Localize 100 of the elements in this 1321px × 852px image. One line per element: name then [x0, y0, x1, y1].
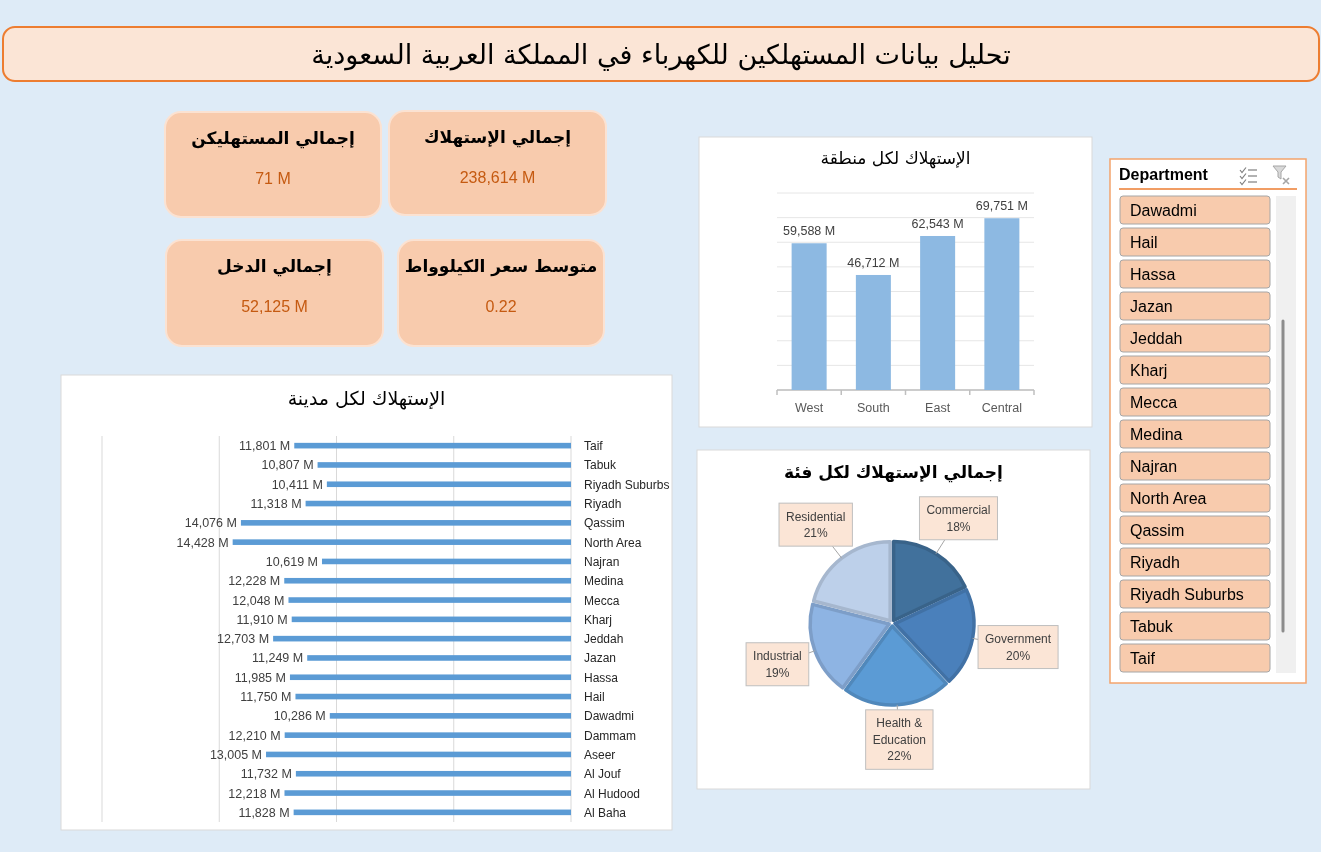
data-label: 11,249 M	[252, 651, 304, 666]
data-label: 13,005 M	[209, 747, 263, 762]
text: Jazan	[1130, 298, 1173, 315]
x-tick-label: West	[795, 401, 824, 415]
data-label: 11,910 M	[236, 612, 288, 627]
slice-label: Residential	[786, 509, 846, 524]
text: إجمالي الدخل	[217, 256, 332, 277]
bar	[307, 655, 571, 661]
data-label: 22%	[887, 749, 912, 764]
y-tick-label: Hail	[584, 690, 605, 705]
text: Najran	[1130, 458, 1178, 475]
y-tick-label: North Area	[584, 535, 642, 550]
data-label: 11,732 M	[240, 767, 292, 782]
data-label: 10,619 M	[265, 554, 318, 569]
y-tick-label: Riyadh Suburbs	[584, 477, 670, 492]
data-label: 12,218 M	[228, 786, 281, 801]
bar	[920, 235, 956, 390]
chart-title: إجمالي الإستهلاك لكل فئة	[784, 462, 1003, 483]
text: Riyadh Suburbs	[1130, 586, 1244, 603]
text: إجمالي المستهليكن	[191, 128, 355, 149]
y-tick-label: Taif	[584, 439, 604, 454]
y-tick-label: Al Jouf	[584, 767, 622, 782]
text: Kharj	[1130, 362, 1168, 379]
data-label: 20%	[1006, 648, 1031, 663]
bar	[295, 770, 571, 777]
bar	[284, 732, 571, 738]
bar	[317, 462, 571, 468]
pie-slice	[811, 539, 892, 623]
y-tick-label: Qassim	[584, 516, 625, 531]
text: 238,614 M	[459, 169, 536, 186]
data-label: 59,588 M	[783, 224, 836, 239]
data-label: 11,318 M	[250, 497, 302, 512]
slice-label: Commercial	[926, 503, 991, 518]
text: تحليل بيانات المستهلكين للكهرباء في المملكة العربية السعودية	[311, 39, 1011, 71]
data-label: 14,076 M	[184, 516, 237, 531]
text: Dawadmi	[1130, 202, 1197, 219]
text: متوسط سعر الكيلوواط	[404, 256, 598, 277]
y-tick-label: Riyadh	[584, 497, 622, 512]
x-tick-label: East	[925, 401, 951, 415]
text: Hassa	[1130, 266, 1176, 283]
data-label: 11,750 M	[240, 690, 292, 705]
text: Hail	[1130, 234, 1158, 251]
text: Riyadh	[1130, 554, 1180, 571]
data-label: 11,801 M	[239, 439, 291, 454]
text: Medina	[1130, 426, 1183, 443]
data-label: 11,985 M	[234, 670, 286, 685]
text: 71 M	[255, 170, 291, 187]
data-label: 46,712 M	[847, 255, 900, 270]
slice-label: Government	[985, 632, 1052, 647]
y-tick-label: Al Baha	[584, 805, 627, 820]
text: North Area	[1130, 490, 1207, 507]
text: Taif	[1130, 650, 1156, 667]
y-tick-label: Hassa	[584, 670, 619, 685]
chart-title: الإستهلاك لكل مدينة	[287, 387, 446, 410]
bar	[232, 539, 571, 545]
data-label: 69,751 M	[975, 199, 1028, 214]
chart-title: الإستهلاك لكل منطقة	[820, 148, 971, 169]
data-label: 21%	[803, 526, 829, 541]
y-tick-label: Dawadmi	[584, 709, 635, 724]
text: Qassim	[1130, 522, 1185, 539]
data-label: 12,210 M	[228, 728, 281, 743]
bar	[288, 597, 571, 603]
data-label: 12,703 M	[216, 632, 270, 647]
bar	[791, 243, 827, 390]
data-label: 62,543 M	[911, 216, 964, 231]
slice-label: Industrial	[753, 649, 802, 664]
x-tick-label: Central	[981, 401, 1023, 415]
data-label: 14,428 M	[176, 535, 229, 550]
x-tick-label: South	[857, 401, 890, 415]
y-tick-label: Najran	[584, 554, 620, 569]
y-tick-label: Al Hudood	[584, 786, 641, 801]
text: Jeddah	[1130, 330, 1183, 347]
text: Department	[1119, 166, 1209, 183]
pie-slice	[808, 602, 891, 690]
data-label: 12,228 M	[228, 574, 281, 589]
data-label: 10,411 M	[271, 477, 323, 492]
text: 0.22	[485, 298, 517, 315]
y-tick-label: Mecca	[584, 593, 620, 608]
text: إجمالي الإستهلاك	[423, 127, 572, 148]
y-tick-label: Kharj	[584, 612, 613, 627]
bar	[855, 274, 891, 390]
bar	[984, 218, 1020, 390]
data-label: 12,048 M	[232, 593, 285, 608]
data-label: 18%	[946, 519, 971, 534]
data-label: 10,286 M	[273, 709, 326, 724]
y-tick-label: Jeddah	[584, 632, 624, 647]
y-tick-label: Tabuk	[584, 458, 618, 473]
data-label: 19%	[765, 665, 790, 680]
text: 52,125 M	[241, 298, 308, 315]
y-tick-label: Dammam	[584, 728, 637, 743]
bar	[329, 713, 571, 719]
slice-label: Health & Education	[872, 716, 927, 747]
y-tick-label: Aseer	[584, 747, 616, 762]
text: Mecca	[1130, 394, 1178, 411]
bar	[284, 577, 571, 584]
y-tick-label: Jazan	[584, 651, 617, 666]
text: Tabuk	[1130, 618, 1174, 635]
bar	[289, 674, 571, 681]
bar	[240, 520, 571, 526]
bar	[284, 790, 571, 796]
